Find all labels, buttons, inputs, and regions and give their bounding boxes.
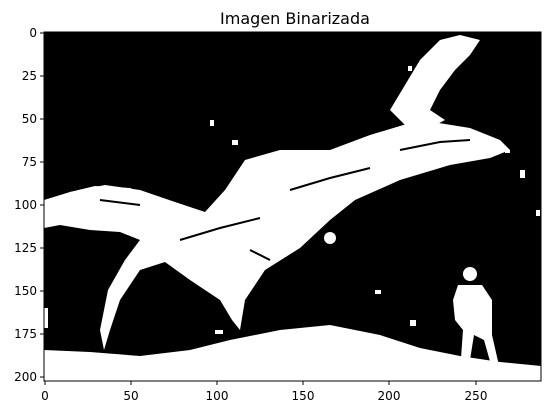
binarized-image <box>44 32 541 381</box>
y-axis: 0 25 50 75 100 125 150 175 200 <box>14 26 44 384</box>
x-tick-label: 250 <box>465 389 488 403</box>
y-tick-label: 0 <box>29 26 37 40</box>
y-tick-label: 125 <box>14 241 37 255</box>
white-region-person <box>453 267 500 372</box>
dark-streaks <box>99 139 471 261</box>
white-region-ground <box>44 325 541 381</box>
plot-frame <box>43 31 542 382</box>
figure-title: Imagen Binarizada <box>220 9 370 28</box>
x-tick-label: 150 <box>292 389 315 403</box>
y-tick-label: 200 <box>14 370 37 384</box>
x-tick-label: 200 <box>378 389 401 403</box>
white-region-upper <box>390 35 480 128</box>
white-region-left-wing <box>60 186 160 222</box>
x-tick-label: 0 <box>41 389 49 403</box>
y-tick-label: 50 <box>22 112 37 126</box>
y-tick-label: 25 <box>22 69 37 83</box>
y-tick-label: 100 <box>14 198 37 212</box>
x-tick-label: 50 <box>123 389 138 403</box>
white-region-main <box>44 120 510 350</box>
y-tick-label: 75 <box>22 155 37 169</box>
x-axis: 0 50 100 150 200 250 <box>41 381 487 403</box>
x-tick-label: 100 <box>206 389 229 403</box>
y-tick-label: 175 <box>14 327 37 341</box>
white-speckles <box>44 44 540 334</box>
y-tick-label: 150 <box>14 284 37 298</box>
